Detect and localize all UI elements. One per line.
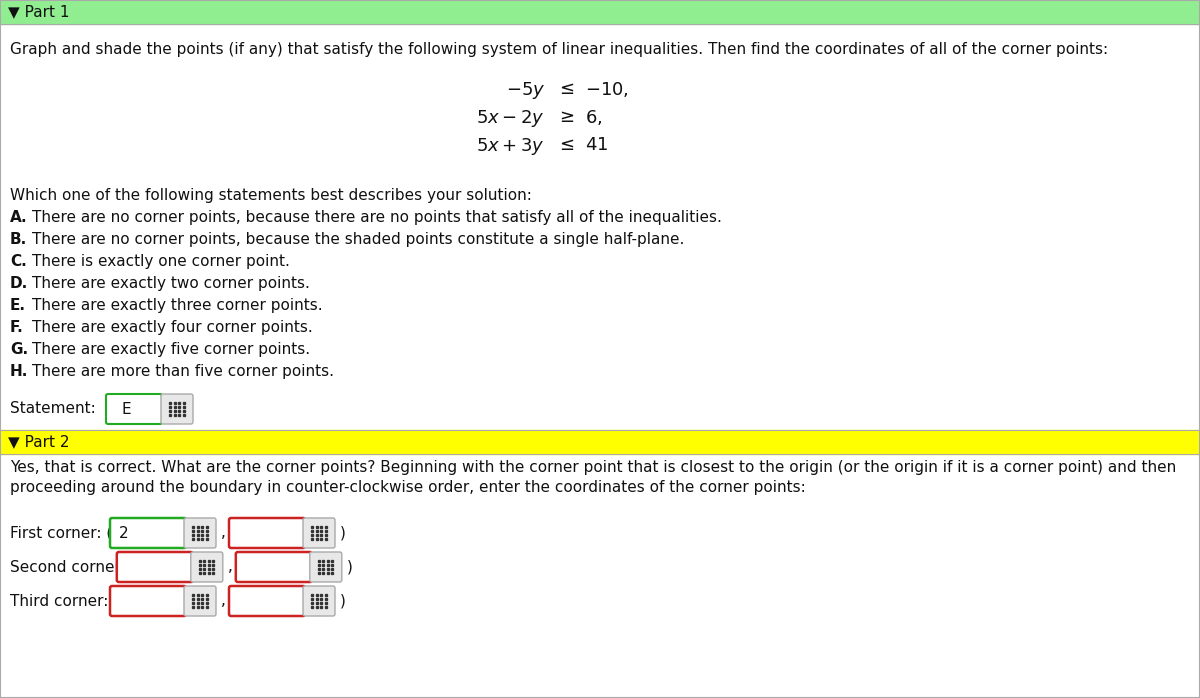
Text: 2: 2	[119, 526, 128, 540]
FancyBboxPatch shape	[106, 394, 162, 424]
Text: ,: ,	[221, 525, 226, 540]
Text: B.: B.	[10, 232, 28, 247]
Text: $5x + 3y$: $5x + 3y$	[476, 136, 545, 157]
Text: C.: C.	[10, 254, 26, 269]
Text: D.: D.	[10, 276, 29, 291]
Text: There are more than five corner points.: There are more than five corner points.	[32, 364, 334, 379]
Text: ▼ Part 2: ▼ Part 2	[8, 434, 70, 450]
Text: Third corner: (: Third corner: (	[10, 593, 119, 608]
Text: There are exactly two corner points.: There are exactly two corner points.	[32, 276, 310, 291]
Text: Statement:: Statement:	[10, 401, 96, 416]
FancyBboxPatch shape	[302, 518, 335, 548]
Text: ▼ Part 1: ▼ Part 1	[8, 4, 70, 20]
Text: proceeding around the boundary in counter-clockwise order, enter the coordinates: proceeding around the boundary in counte…	[10, 480, 805, 495]
Text: There are exactly four corner points.: There are exactly four corner points.	[32, 320, 313, 335]
FancyBboxPatch shape	[191, 552, 223, 582]
Text: There is exactly one corner point.: There is exactly one corner point.	[32, 254, 290, 269]
Text: There are exactly five corner points.: There are exactly five corner points.	[32, 342, 310, 357]
Text: $\leq$: $\leq$	[556, 136, 575, 154]
Text: E.: E.	[10, 298, 26, 313]
Text: $41$: $41$	[586, 136, 608, 154]
FancyBboxPatch shape	[110, 586, 186, 616]
Text: ): )	[340, 593, 346, 608]
Text: ): )	[347, 559, 353, 574]
Text: There are no corner points, because the shaded points constitute a single half-p: There are no corner points, because the …	[32, 232, 684, 247]
Text: $\geq$: $\geq$	[556, 108, 575, 126]
Text: $\leq$: $\leq$	[556, 80, 575, 98]
FancyBboxPatch shape	[184, 518, 216, 548]
Bar	[0, 0, 1200, 24]
Text: F.: F.	[10, 320, 24, 335]
FancyBboxPatch shape	[229, 586, 305, 616]
FancyBboxPatch shape	[116, 552, 193, 582]
Text: ,: ,	[228, 559, 233, 574]
Text: A.: A.	[10, 210, 28, 225]
Text: H.: H.	[10, 364, 29, 379]
Text: Second corner: (: Second corner: (	[10, 559, 137, 574]
Text: E: E	[121, 401, 131, 417]
FancyBboxPatch shape	[161, 394, 193, 424]
FancyBboxPatch shape	[110, 518, 186, 548]
FancyBboxPatch shape	[229, 518, 305, 548]
FancyBboxPatch shape	[302, 586, 335, 616]
Text: $6,$: $6,$	[586, 108, 602, 127]
Text: ,: ,	[221, 593, 226, 608]
Text: Which one of the following statements best describes your solution:: Which one of the following statements be…	[10, 188, 532, 203]
Text: First corner: (: First corner: (	[10, 525, 113, 540]
Text: Yes, that is correct. What are the corner points? Beginning with the corner poin: Yes, that is correct. What are the corne…	[10, 460, 1176, 475]
FancyBboxPatch shape	[310, 552, 342, 582]
FancyBboxPatch shape	[184, 586, 216, 616]
Text: $-5y$: $-5y$	[505, 80, 545, 101]
Text: $-10,$: $-10,$	[586, 80, 629, 99]
Text: Graph and shade the points (if any) that satisfy the following system of linear : Graph and shade the points (if any) that…	[10, 42, 1108, 57]
Text: G.: G.	[10, 342, 28, 357]
Text: There are exactly three corner points.: There are exactly three corner points.	[32, 298, 323, 313]
Bar	[0, 430, 1200, 454]
FancyBboxPatch shape	[236, 552, 312, 582]
Text: $5x - 2y$: $5x - 2y$	[476, 108, 545, 129]
Text: ): )	[340, 525, 346, 540]
Text: There are no corner points, because there are no points that satisfy all of the : There are no corner points, because ther…	[32, 210, 722, 225]
